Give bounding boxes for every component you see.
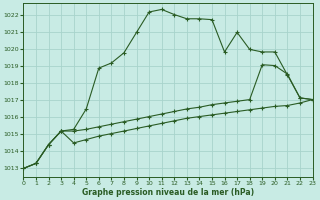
X-axis label: Graphe pression niveau de la mer (hPa): Graphe pression niveau de la mer (hPa) [82,188,254,197]
